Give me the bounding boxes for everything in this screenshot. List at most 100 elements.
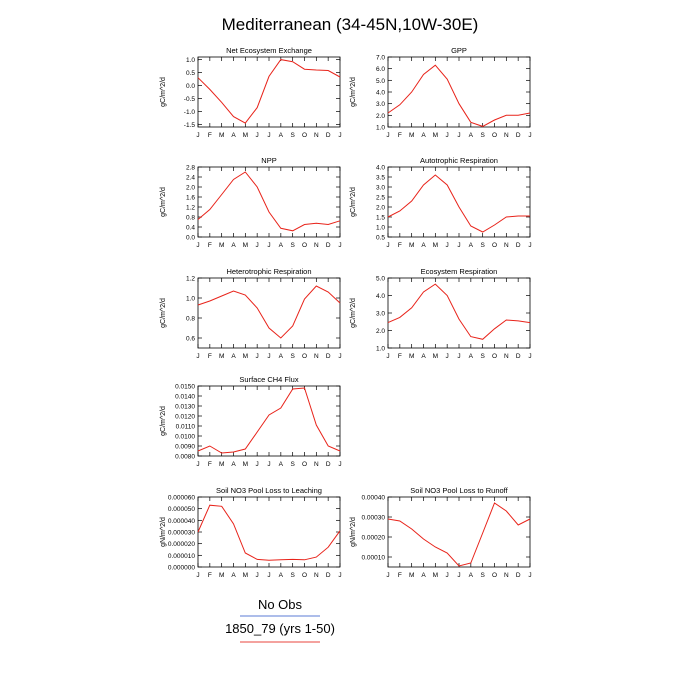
chart-surface-ch4-flux: Surface CH4 Flux gC/m^2/d 0.0150 0.0140 0.01…: [160, 375, 342, 468]
x-tick-label: O: [492, 353, 497, 360]
y-tick-label: 0.000000: [168, 565, 195, 572]
y-tick-label: 0.0090: [175, 444, 195, 451]
x-tick-label: D: [516, 572, 521, 579]
x-tick-label: M: [433, 132, 438, 139]
x-tick-label: A: [421, 353, 426, 360]
y-tick-label: 0.0140: [175, 394, 195, 401]
x-tick-label: J: [338, 572, 341, 579]
x-tick-label: A: [279, 572, 284, 579]
y-tick-label: 0.0: [186, 83, 195, 90]
x-tick-label: J: [196, 353, 199, 360]
x-tick-label: N: [504, 353, 509, 360]
chart-title: Surface CH4 Flux: [239, 375, 298, 384]
y-tick-label: 7.0: [376, 55, 385, 62]
x-tick-label: J: [267, 132, 270, 139]
x-tick-label: S: [480, 132, 485, 139]
y-tick-label: 0.00010: [362, 555, 386, 562]
x-tick-label: J: [196, 242, 199, 249]
chart-panels: Net Ecosystem Exchange gC/m^2/d 1.0 0.5 0.0 -…: [160, 46, 532, 579]
x-tick-label: S: [290, 242, 295, 249]
x-tick-label: F: [398, 572, 402, 579]
x-tick-label: J: [457, 353, 460, 360]
x-tick-label: D: [326, 353, 331, 360]
y-tick-label: 3.5: [376, 175, 385, 182]
series-line: [197, 387, 341, 454]
x-tick-label: M: [219, 353, 224, 360]
y-tick-label: 1.0: [376, 125, 385, 132]
y-tick-label: 0.5: [376, 235, 385, 242]
x-tick-label: N: [504, 242, 509, 249]
x-tick-label: M: [219, 242, 224, 249]
y-tick-label: 0.8: [186, 215, 195, 222]
plot-frame: [197, 496, 341, 568]
y-tick-label: 5.0: [376, 276, 385, 283]
x-tick-label: J: [196, 132, 199, 139]
x-tick-label: J: [386, 353, 389, 360]
plot-frame: [197, 56, 341, 128]
chart-soil-no3-pool-loss-to-runoff: Soil NO3 Pool Loss to Runoff gN/m^2/d 0.00…: [350, 486, 532, 579]
y-tick-label: 0.0120: [175, 414, 195, 421]
y-tick-label: 0.000020: [168, 541, 195, 548]
y-tick-label: -0.5: [184, 96, 196, 103]
x-tick-label: A: [231, 572, 236, 579]
y-tick-label: 3.0: [376, 311, 385, 318]
x-tick-label: M: [409, 132, 414, 139]
series-line: [387, 502, 531, 567]
y-tick-label: 0.0130: [175, 404, 195, 411]
x-tick-label: D: [326, 572, 331, 579]
y-tick-label: 2.0: [186, 185, 195, 192]
x-tick-label: O: [492, 242, 497, 249]
y-tick-label: 0.000060: [168, 495, 195, 502]
x-tick-label: A: [279, 461, 284, 468]
x-tick-label: J: [386, 572, 389, 579]
y-tick-label: 2.0: [376, 113, 385, 120]
chart-autotrophic-respiration: Autotrophic Respiration gC/m^2/d 4.0 3.5 3.0…: [350, 156, 532, 249]
x-tick-label: J: [256, 242, 259, 249]
x-tick-label: A: [469, 132, 474, 139]
x-tick-label: A: [469, 242, 474, 249]
y-tick-label: 4.0: [376, 90, 385, 97]
y-tick-label: 1.2: [186, 276, 195, 283]
x-tick-label: J: [528, 132, 531, 139]
x-tick-label: O: [492, 572, 497, 579]
x-tick-label: S: [480, 572, 485, 579]
y-tick-label: 2.0: [376, 328, 385, 335]
y-axis-label: gC/m^2/d: [160, 77, 167, 107]
x-tick-label: J: [267, 572, 270, 579]
plot-frame: [387, 56, 531, 128]
y-tick-label: 4.0: [376, 165, 385, 172]
chart-soil-no3-pool-loss-to-leaching: Soil NO3 Pool Loss to LeachinggN/m^2/d0.…: [160, 486, 342, 579]
x-tick-label: J: [386, 242, 389, 249]
y-axis-label: gC/m^2/d: [350, 298, 357, 328]
x-tick-label: S: [290, 353, 295, 360]
y-tick-label: 0.000040: [168, 518, 195, 525]
y-tick-label: 0.4: [186, 225, 195, 232]
x-tick-label: D: [326, 132, 331, 139]
x-tick-label: J: [338, 242, 341, 249]
x-tick-label: N: [504, 572, 509, 579]
x-tick-label: F: [398, 353, 402, 360]
chart-ecosystem-respiration: Ecosystem Respiration gC/m^2/d 5.0 4.0 3.0 2.…: [350, 267, 532, 360]
y-tick-label: 3.0: [376, 101, 385, 108]
plot-frame: [387, 166, 531, 238]
x-tick-label: M: [433, 572, 438, 579]
y-tick-label: 0.5: [186, 70, 195, 77]
x-tick-label: M: [409, 242, 414, 249]
plot-frame: [387, 277, 531, 349]
plot-frame: [197, 166, 341, 238]
chart-title: Soil NO3 Pool Loss to Leaching: [216, 486, 322, 495]
x-tick-label: J: [528, 353, 531, 360]
x-tick-label: A: [469, 353, 474, 360]
x-tick-label: S: [480, 242, 485, 249]
x-tick-label: O: [302, 461, 307, 468]
x-tick-label: F: [398, 132, 402, 139]
y-tick-label: 0.8: [186, 316, 195, 323]
chart-heterotrophic-respiration: Heterotrophic Respiration gC/m^2/d 1.2 1.0 0…: [160, 267, 342, 360]
x-tick-label: J: [446, 242, 449, 249]
y-tick-label: -1.0: [184, 109, 196, 116]
x-tick-label: J: [338, 353, 341, 360]
y-tick-label: 3.0: [376, 185, 385, 192]
x-tick-label: M: [219, 132, 224, 139]
x-tick-label: N: [314, 461, 319, 468]
plot-frame: [387, 496, 531, 568]
